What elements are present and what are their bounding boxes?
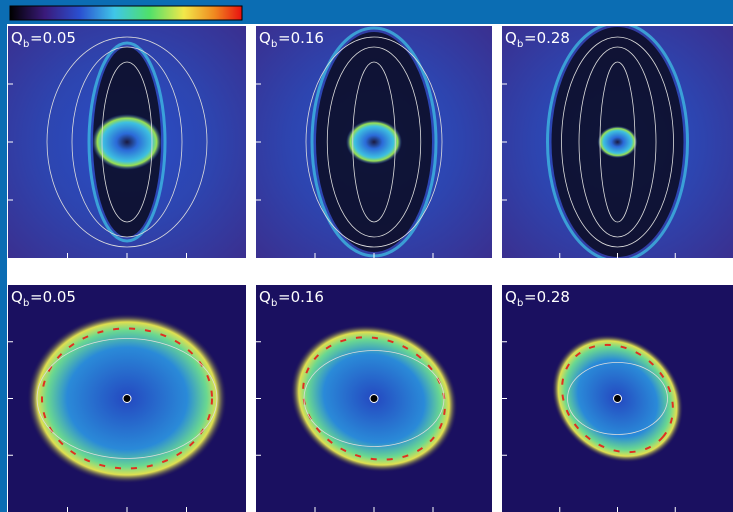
label-symbol: Q [259, 288, 271, 306]
left-band [0, 0, 7, 512]
center [370, 395, 378, 403]
label-value: =0.05 [30, 288, 76, 306]
label-subscript: b [271, 39, 277, 50]
label-subscript: b [517, 298, 523, 309]
label-value: =0.16 [278, 288, 324, 306]
label-symbol: Q [11, 29, 23, 47]
label-symbol: Q [505, 288, 517, 306]
center [614, 395, 622, 403]
nuclear-ring [346, 120, 402, 165]
label-subscript: b [517, 39, 523, 50]
panel-image [8, 26, 246, 258]
figure: Qb=0.05Qb=0.16Qb=0.28Qb=0.05Qb=0.16Qb=0.… [0, 0, 733, 512]
label-value: =0.28 [524, 288, 570, 306]
label-subscript: b [271, 298, 277, 309]
label-value: =0.16 [278, 29, 324, 47]
center [123, 395, 131, 403]
label-subscript: b [23, 298, 29, 309]
label-symbol: Q [11, 288, 23, 306]
panel-image [256, 26, 492, 258]
colorbar [10, 6, 242, 20]
panel-image [8, 285, 246, 512]
nuclear-ring [598, 126, 638, 158]
label-symbol: Q [259, 29, 271, 47]
label-subscript: b [23, 39, 29, 50]
panel-image [502, 23, 733, 261]
label-value: =0.05 [30, 29, 76, 47]
label-value: =0.28 [524, 29, 570, 47]
label-symbol: Q [505, 29, 517, 47]
panel-image [502, 285, 733, 512]
panel-image [256, 285, 492, 512]
